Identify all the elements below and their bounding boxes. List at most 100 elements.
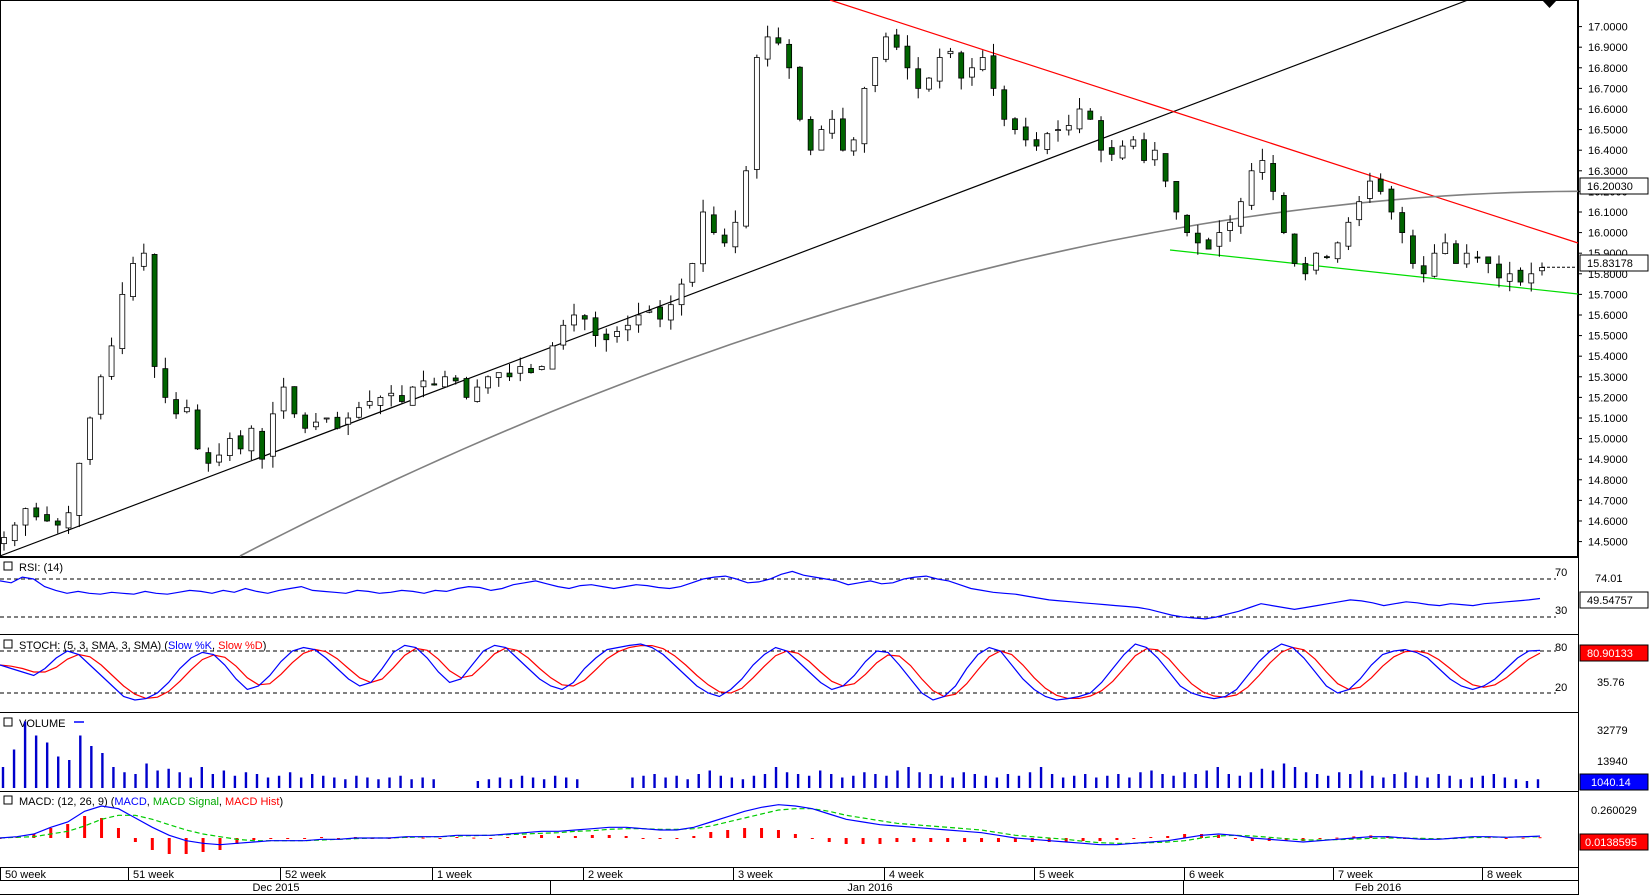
stoch-axis-label: 35.76 [1597,677,1625,689]
macd-hist-bar [1132,838,1136,839]
candle [1184,214,1190,237]
price-tick-label: 15.0000 [1588,434,1628,446]
volume-bar [896,770,899,788]
candle [732,210,739,254]
candle [1485,256,1492,274]
macd-label: MACD: (12, 26, 9) (MACD, MACD Signal, MA… [19,796,283,808]
candle [280,377,287,419]
volume-bar [266,777,270,788]
volume-bar [1050,774,1054,788]
macd-hist-bar [793,834,797,838]
week-label: 4 week [889,869,924,881]
candle [1431,244,1438,278]
volume-bar [189,777,192,788]
macd-hist-bar [438,838,442,839]
candle [1173,181,1180,220]
macd-toggle-icon[interactable] [3,795,13,805]
falling-resistance-trendline [829,0,1579,244]
volume-bar [918,772,921,788]
candle [291,386,298,418]
rsi-toggle-icon[interactable] [3,561,13,571]
candle [205,447,212,472]
candle [969,58,975,86]
volume-bar [995,777,999,788]
candle [807,116,814,156]
macd-hist-bar [556,836,560,838]
candle [990,43,997,96]
volume-bar [509,779,513,788]
volume-label: VOLUME [19,718,65,730]
candle [366,390,373,409]
moving-average-line [239,190,1579,557]
volume-bar [90,746,93,788]
candle [581,314,588,331]
volume-bar [962,772,965,788]
volume-bar [399,775,402,788]
candle [1205,237,1212,250]
volume-bars [1,721,1540,788]
macd-hist-bar [1115,838,1119,840]
candle [1496,255,1502,288]
volume-bar [973,774,976,788]
price-tick-label: 15.1000 [1588,413,1628,425]
volume-bar [1338,772,1341,788]
candle [1399,206,1406,244]
stoch-level-20: 20 [1555,682,1567,694]
stoch-panel: STOCH: (5, 3, SMA, 3, SMA) (Slow %K, Slo… [0,639,1649,701]
candle [1356,196,1363,227]
volume-bar [520,775,524,788]
rsi-level-30: 30 [1555,605,1567,617]
candle [1517,267,1524,286]
candle [1108,140,1115,161]
volume-bar [112,767,115,788]
volume-bar [178,772,181,788]
rsi-panel: RSI: (14) 70 30 74.01 49.54757 [0,561,1649,620]
stoch-toggle-icon[interactable] [3,639,13,649]
candle [420,370,427,398]
candle [947,47,954,59]
volume-bar [642,775,645,788]
price-tick-label: 16.0000 [1588,228,1628,240]
macd-hist-bar [100,818,104,838]
candle [764,25,771,67]
price-tick-label: 16.3000 [1588,166,1628,178]
volume-bar [763,774,767,788]
price-tick-label: 15.2000 [1588,392,1628,404]
volume-bar [1183,772,1186,788]
candle [97,374,104,420]
candle [474,379,481,403]
candle [904,35,911,80]
candle [1420,256,1427,283]
candle [22,507,29,536]
volume-bar [1492,774,1496,788]
candle [334,411,341,430]
macd-hist-bar [252,838,256,840]
candle [883,32,889,63]
macd-hist-bar [641,838,645,839]
volume-toggle-icon[interactable] [3,717,13,727]
svg-text:15.83178: 15.83178 [1587,258,1633,270]
candle [1539,262,1545,276]
volume-bar [542,779,546,788]
candle [1151,142,1158,166]
macd-hist-bar [218,838,222,850]
candle [1119,140,1126,160]
candle [313,412,319,431]
volume-bar [929,774,932,788]
candle [829,110,836,139]
volume-bar [1194,774,1197,788]
volume-bar [1437,774,1440,788]
week-label: 52 week [285,869,326,881]
candle [1474,250,1481,263]
time-axis: 50 week 51 week 52 week 1 week 2 week 3 week 4… [0,867,1522,895]
volume-bar [211,774,215,788]
volume-bar [1128,777,1131,788]
candle [1270,155,1277,201]
volume-bar [1139,772,1142,788]
month-label: Dec 2015 [252,882,299,894]
candle [345,412,352,436]
rsi-value: 49.54757 [1587,595,1633,607]
candle [1087,108,1094,120]
macd-hist-bar [810,838,814,839]
